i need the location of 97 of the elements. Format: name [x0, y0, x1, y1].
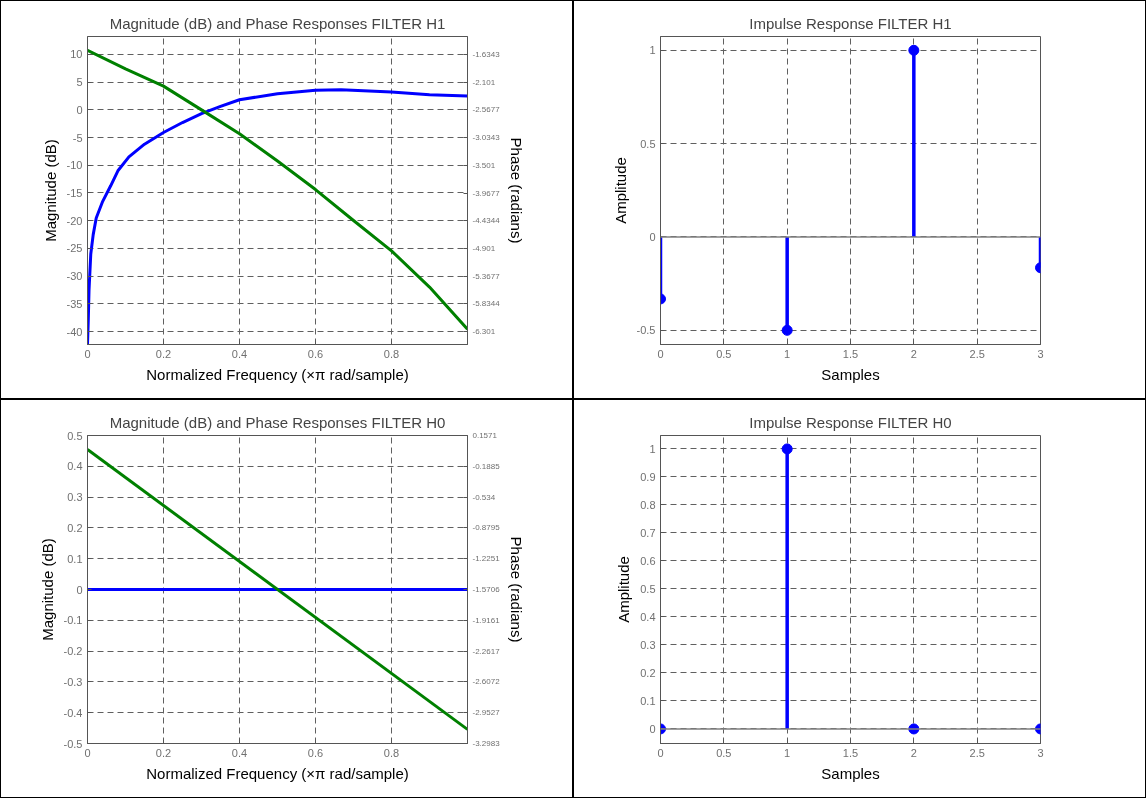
y2-tick-label: -2.5677: [472, 105, 501, 115]
y2-tick-label: -2.6072: [472, 677, 501, 687]
y-tick-label: -0.4: [63, 706, 83, 719]
x-tick-label: 0.4: [231, 746, 248, 759]
y-tick-label: 0.7: [640, 526, 656, 539]
x-tick-label: 0.6: [307, 347, 324, 360]
x-tick-label: 0.8: [383, 746, 400, 759]
x-tick-label: 2: [910, 746, 917, 759]
x-axis-title: Samples: [821, 764, 880, 782]
y2-tick-label: -0.1885: [472, 461, 501, 471]
x-tick-label: 0.8: [383, 347, 400, 360]
y2-tick-label: -3.9677: [472, 188, 501, 198]
x-tick-label: 0: [657, 746, 664, 759]
chart-title: Impulse Response FILTER H1: [749, 14, 952, 32]
y2-tick-label: -3.501: [472, 160, 496, 170]
y-tick-label: 0.5: [640, 137, 656, 150]
y2-axis-title: Phase (radians): [507, 137, 525, 244]
y2-tick-label: -0.8795: [472, 523, 501, 533]
x-axis-title: Normalized Frequency (×π rad/sample): [146, 764, 409, 782]
x-tick-label: 3: [1037, 746, 1044, 759]
x-tick-label: 3: [1037, 347, 1044, 360]
y-tick-label: -5: [72, 131, 83, 144]
x-tick-label: 0: [84, 347, 91, 360]
y2-tick-label: -2.9527: [472, 708, 501, 718]
y-tick-label: 10: [70, 48, 83, 61]
y-tick-label: -35: [66, 297, 83, 310]
x-tick-label: 1.5: [842, 746, 859, 759]
x-tick-label: 0.6: [307, 746, 324, 759]
x-tick-label: 2.5: [969, 746, 985, 759]
y-tick-label: 0.1: [67, 552, 83, 565]
y-tick-label: 1: [649, 442, 656, 455]
y-tick-label: -15: [66, 187, 83, 199]
y-tick-label: 0.9: [640, 470, 656, 483]
y-tick-label: 0.4: [67, 460, 83, 473]
y-axis-title: Magnitude (dB): [41, 139, 59, 242]
y-tick-label: -40: [66, 325, 83, 338]
y2-tick-label: -1.9161: [472, 615, 501, 625]
x-tick-label: 1: [784, 746, 791, 759]
x-tick-label: 0.2: [155, 746, 172, 759]
y-tick-label: 0: [649, 230, 656, 243]
y2-tick-label: -4.901: [472, 243, 496, 253]
y2-tick-label: -1.6343: [472, 49, 501, 59]
y2-tick-label: -5.3677: [472, 271, 501, 281]
y-tick-label: -0.1: [63, 614, 83, 627]
y-tick-label: -0.3: [63, 675, 83, 688]
x-tick-label: 0.2: [155, 347, 172, 360]
chart-title: Magnitude (dB) and Phase Responses FILTER H0: [109, 413, 446, 431]
y2-tick-label: -3.2983: [472, 739, 501, 748]
x-tick-label: 1.5: [842, 347, 859, 360]
y-tick-label: 0.3: [67, 491, 83, 504]
y2-tick-label: -5.8344: [472, 299, 501, 309]
y-tick-label: 0.2: [67, 521, 83, 534]
x-tick-label: 0.5: [716, 746, 732, 759]
y-tick-label: 0.4: [640, 610, 656, 623]
y-tick-label: -0.2: [63, 645, 83, 658]
x-tick-label: 0.4: [231, 347, 248, 360]
y-tick-label: -10: [66, 159, 83, 172]
x-tick-label: 0: [84, 746, 91, 759]
y-tick-label: 5: [76, 76, 83, 89]
x-tick-label: 0: [657, 347, 664, 360]
y2-tick-label: -2.2617: [472, 646, 501, 656]
y-tick-label: 0.6: [640, 554, 656, 567]
y-axis-title: Amplitude: [611, 157, 629, 224]
y-tick-label: 0.5: [67, 429, 83, 442]
y2-axis-title: Phase (radians): [507, 536, 525, 643]
y-tick-label: -0.5: [63, 737, 83, 750]
y-axis-title: Magnitude (dB): [38, 538, 56, 641]
y2-tick-label: 0.1571: [472, 431, 498, 440]
y-tick-label: -30: [66, 270, 83, 283]
y2-tick-label: -6.301: [472, 327, 496, 337]
y2-tick-label: -4.4344: [472, 216, 501, 226]
y-tick-label: 0.8: [640, 498, 656, 511]
y-tick-label: 0: [76, 103, 83, 116]
y-tick-label: 0: [649, 722, 656, 735]
y-tick-label: 0.5: [640, 582, 656, 595]
y-tick-label: -20: [66, 214, 83, 227]
y2-tick-label: -2.101: [472, 77, 496, 87]
x-tick-label: 2.5: [969, 347, 985, 360]
chart-title: Impulse Response FILTER H0: [749, 413, 952, 431]
y-axis-title: Amplitude: [615, 556, 633, 623]
x-axis-title: Normalized Frequency (×π rad/sample): [146, 365, 409, 383]
y-tick-label: 1: [649, 44, 656, 57]
x-tick-label: 2: [910, 347, 917, 360]
y2-tick-label: -1.5706: [472, 585, 501, 594]
y-tick-label: 0.1: [640, 694, 656, 707]
x-axis-title: Samples: [821, 365, 880, 383]
x-tick-label: 1: [784, 347, 791, 360]
chart-title: Magnitude (dB) and Phase Responses FILTER H1: [109, 14, 446, 32]
y-tick-label: -25: [66, 242, 83, 255]
y2-tick-label: -0.534: [472, 492, 496, 502]
y2-tick-label: -3.0343: [472, 133, 501, 142]
x-tick-label: 0.5: [716, 347, 732, 360]
y-tick-label: 0.3: [640, 638, 656, 651]
y-tick-label: -0.5: [636, 324, 656, 337]
y2-tick-label: -1.2251: [472, 554, 501, 564]
y-tick-label: 0: [76, 583, 83, 596]
y-tick-label: 0.2: [640, 666, 656, 679]
